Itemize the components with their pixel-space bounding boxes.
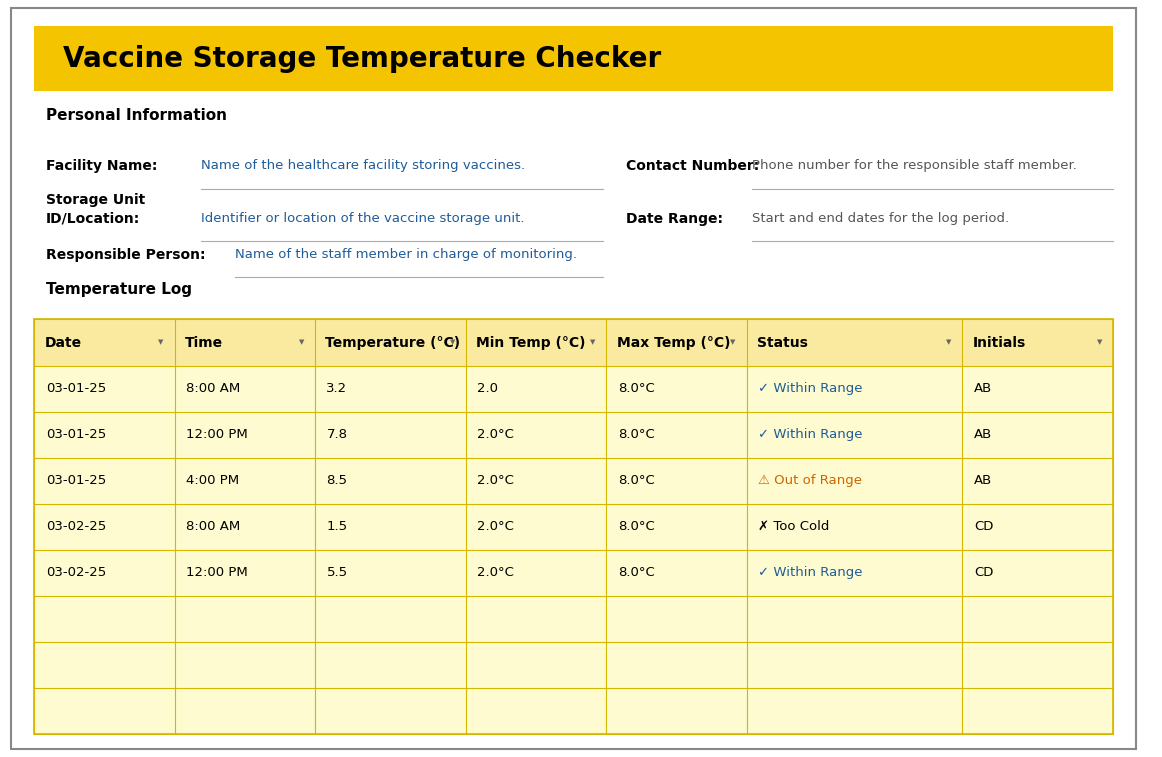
Text: Temperature (°C): Temperature (°C) xyxy=(325,335,460,350)
Text: Status: Status xyxy=(756,335,808,350)
Text: 8.0°C: 8.0°C xyxy=(618,475,654,488)
Text: ⚠ Out of Range: ⚠ Out of Range xyxy=(758,475,862,488)
Text: 03-01-25: 03-01-25 xyxy=(46,428,106,441)
Text: 1.5: 1.5 xyxy=(327,520,347,534)
Text: 3.2: 3.2 xyxy=(327,382,347,395)
FancyBboxPatch shape xyxy=(35,550,1113,596)
Text: ▼: ▼ xyxy=(158,339,164,345)
Text: Vaccine Storage Temperature Checker: Vaccine Storage Temperature Checker xyxy=(63,45,661,73)
Text: 03-01-25: 03-01-25 xyxy=(46,382,106,395)
Text: 8:00 AM: 8:00 AM xyxy=(186,520,241,534)
Text: 7.8: 7.8 xyxy=(327,428,347,441)
Text: Personal Information: Personal Information xyxy=(46,107,227,123)
Text: 5.5: 5.5 xyxy=(327,566,347,579)
FancyBboxPatch shape xyxy=(12,8,1136,749)
Text: 2.0°C: 2.0°C xyxy=(478,566,515,579)
FancyBboxPatch shape xyxy=(35,412,1113,458)
Text: Storage Unit: Storage Unit xyxy=(46,193,145,207)
FancyBboxPatch shape xyxy=(35,458,1113,504)
Text: 4:00 PM: 4:00 PM xyxy=(186,475,239,488)
Text: Phone number for the responsible staff member.: Phone number for the responsible staff m… xyxy=(752,159,1077,172)
Text: 8.0°C: 8.0°C xyxy=(618,566,654,579)
Text: Initials: Initials xyxy=(973,335,1026,350)
Text: ID/Location:: ID/Location: xyxy=(46,212,141,226)
Text: Responsible Person:: Responsible Person: xyxy=(46,248,206,262)
FancyBboxPatch shape xyxy=(35,596,1113,642)
Text: 2.0: 2.0 xyxy=(478,382,498,395)
Text: ✓ Within Range: ✓ Within Range xyxy=(758,428,862,441)
Text: Name of the healthcare facility storing vaccines.: Name of the healthcare facility storing … xyxy=(201,159,525,172)
Text: ▼: ▼ xyxy=(946,339,952,345)
Text: 12:00 PM: 12:00 PM xyxy=(186,566,248,579)
Text: AB: AB xyxy=(974,428,992,441)
Text: ✓ Within Range: ✓ Within Range xyxy=(758,566,862,579)
Text: 2.0°C: 2.0°C xyxy=(478,520,515,534)
Text: Temperature Log: Temperature Log xyxy=(46,282,192,297)
FancyBboxPatch shape xyxy=(35,504,1113,550)
FancyBboxPatch shape xyxy=(35,688,1113,734)
Text: 03-02-25: 03-02-25 xyxy=(46,520,106,534)
Text: Identifier or location of the vaccine storage unit.: Identifier or location of the vaccine st… xyxy=(201,212,524,225)
Text: CD: CD xyxy=(974,520,994,534)
Text: ▼: ▼ xyxy=(299,339,304,345)
Text: Min Temp (°C): Min Temp (°C) xyxy=(476,335,586,350)
Text: Name of the staff member in charge of monitoring.: Name of the staff member in charge of mo… xyxy=(235,248,578,261)
Text: AB: AB xyxy=(974,382,992,395)
Text: 2.0°C: 2.0°C xyxy=(478,428,515,441)
Text: 8.0°C: 8.0°C xyxy=(618,520,654,534)
Text: Time: Time xyxy=(185,335,223,350)
Text: Date Range:: Date Range: xyxy=(625,212,723,226)
FancyBboxPatch shape xyxy=(35,26,1113,91)
Text: CD: CD xyxy=(974,566,994,579)
FancyBboxPatch shape xyxy=(35,319,1113,366)
Text: Date: Date xyxy=(45,335,81,350)
Text: ✓ Within Range: ✓ Within Range xyxy=(758,382,862,395)
FancyBboxPatch shape xyxy=(35,366,1113,412)
Text: 03-01-25: 03-01-25 xyxy=(46,475,106,488)
Text: 03-02-25: 03-02-25 xyxy=(46,566,106,579)
Text: ▼: ▼ xyxy=(450,339,456,345)
Text: ▼: ▼ xyxy=(1097,339,1103,345)
Text: Start and end dates for the log period.: Start and end dates for the log period. xyxy=(752,212,1009,225)
Text: 8.0°C: 8.0°C xyxy=(618,428,654,441)
Text: 8:00 AM: 8:00 AM xyxy=(186,382,241,395)
Text: AB: AB xyxy=(974,475,992,488)
Text: 12:00 PM: 12:00 PM xyxy=(186,428,248,441)
Text: ✗ Too Cold: ✗ Too Cold xyxy=(758,520,830,534)
Text: ▼: ▼ xyxy=(590,339,595,345)
Text: Facility Name:: Facility Name: xyxy=(46,159,157,173)
FancyBboxPatch shape xyxy=(35,642,1113,688)
Text: 8.5: 8.5 xyxy=(327,475,347,488)
Text: Contact Number:: Contact Number: xyxy=(625,159,759,173)
Text: Max Temp (°C): Max Temp (°C) xyxy=(617,335,730,350)
Text: 8.0°C: 8.0°C xyxy=(618,382,654,395)
Text: ▼: ▼ xyxy=(730,339,736,345)
Text: 2.0°C: 2.0°C xyxy=(478,475,515,488)
